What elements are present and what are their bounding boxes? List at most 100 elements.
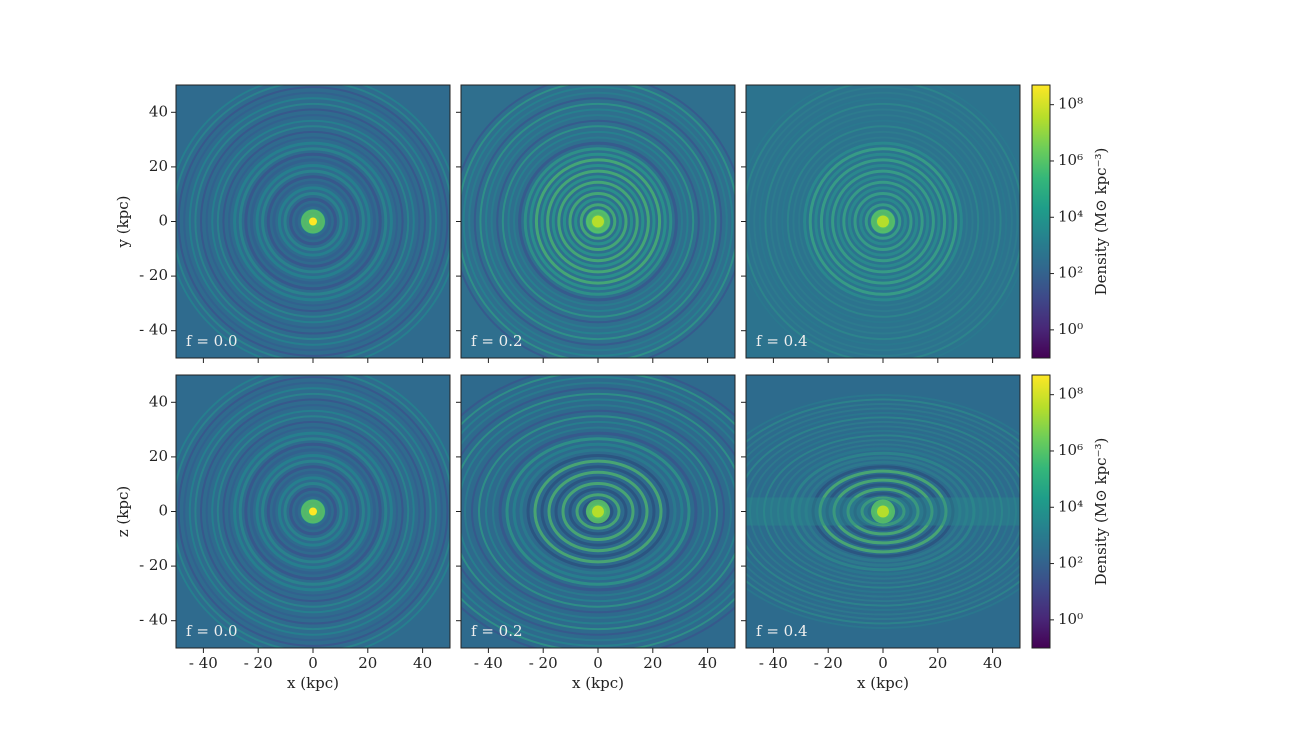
ring bbox=[746, 411, 1020, 612]
ring bbox=[839, 483, 927, 540]
y-tick-label: 0 bbox=[158, 502, 168, 520]
x-tick-label: - 40 bbox=[474, 654, 503, 672]
ring bbox=[783, 447, 983, 576]
ring bbox=[205, 404, 421, 619]
ring bbox=[228, 136, 398, 307]
core bbox=[309, 507, 317, 516]
ring bbox=[777, 443, 989, 580]
ring bbox=[461, 392, 735, 631]
panel-annotation: f = 0.0 bbox=[186, 622, 238, 640]
ring bbox=[753, 91, 1013, 352]
x-tick-label: 40 bbox=[413, 654, 432, 672]
ring bbox=[746, 407, 1020, 616]
heatmap bbox=[461, 375, 735, 648]
core bbox=[592, 505, 604, 518]
ring bbox=[249, 158, 377, 285]
ring bbox=[277, 476, 349, 547]
ring bbox=[294, 203, 332, 240]
ring bbox=[770, 108, 996, 335]
ring bbox=[808, 147, 958, 296]
ring bbox=[194, 392, 432, 631]
ring bbox=[781, 119, 985, 324]
colorbar-tick-label: 10⁰ bbox=[1058, 320, 1083, 338]
y-tick-label: - 40 bbox=[139, 611, 168, 629]
ring bbox=[523, 147, 673, 296]
ring bbox=[853, 192, 913, 251]
ring bbox=[183, 381, 443, 642]
ring bbox=[512, 442, 684, 581]
colorbar-label: Density (M⊙ kpc⁻³) bbox=[1092, 148, 1110, 296]
y-tick-label: 20 bbox=[149, 447, 168, 465]
panel-annotation: f = 0.2 bbox=[471, 622, 523, 640]
ring bbox=[244, 442, 382, 581]
ring bbox=[461, 387, 735, 636]
heatmap bbox=[461, 85, 735, 358]
ring bbox=[847, 186, 919, 257]
ring bbox=[496, 119, 700, 324]
ring bbox=[471, 409, 725, 614]
ring bbox=[786, 125, 980, 318]
ring bbox=[561, 482, 635, 541]
ring bbox=[533, 459, 663, 564]
core bbox=[877, 505, 889, 518]
ring bbox=[746, 398, 1020, 625]
ring bbox=[746, 420, 1020, 603]
ring bbox=[540, 465, 656, 558]
ring bbox=[462, 86, 734, 357]
ring bbox=[853, 492, 913, 531]
x-tick-label: 20 bbox=[928, 654, 947, 672]
ring bbox=[818, 469, 948, 554]
ring bbox=[860, 496, 906, 527]
ring bbox=[574, 197, 622, 246]
heatmap bbox=[746, 375, 1020, 648]
ring bbox=[803, 141, 963, 302]
ring bbox=[461, 381, 735, 642]
x-tick-label: 20 bbox=[643, 654, 662, 672]
core bbox=[877, 215, 889, 228]
ring bbox=[498, 431, 698, 592]
ring bbox=[846, 487, 920, 536]
ring bbox=[836, 175, 930, 268]
ring bbox=[238, 437, 388, 586]
ring bbox=[177, 86, 449, 357]
x-axis-label: x (kpc) bbox=[857, 674, 909, 692]
ring bbox=[211, 409, 415, 614]
ring bbox=[832, 478, 934, 545]
x-axis-label: x (kpc) bbox=[572, 674, 624, 692]
heatmap bbox=[746, 85, 1020, 358]
ring bbox=[244, 152, 382, 291]
ring bbox=[479, 102, 717, 341]
ring bbox=[505, 437, 691, 586]
ring bbox=[811, 465, 955, 558]
ring bbox=[289, 197, 337, 246]
ring bbox=[819, 158, 947, 285]
y-axis-label: y (kpc) bbox=[114, 195, 132, 248]
ring bbox=[579, 203, 617, 240]
ring bbox=[222, 420, 404, 603]
ring bbox=[261, 169, 365, 274]
ring bbox=[518, 141, 678, 302]
ring bbox=[546, 169, 650, 274]
ring bbox=[464, 404, 732, 619]
ring bbox=[547, 470, 649, 553]
ring bbox=[842, 180, 924, 263]
colorbar-tick-label: 10⁸ bbox=[1058, 385, 1083, 403]
x-axis-label: x (kpc) bbox=[287, 674, 339, 692]
y-axis-label: z (kpc) bbox=[114, 486, 132, 537]
ring bbox=[194, 102, 432, 341]
ring bbox=[501, 125, 695, 318]
ring bbox=[758, 97, 1008, 346]
x-tick-label: - 40 bbox=[189, 654, 218, 672]
ring bbox=[764, 102, 1002, 341]
ring bbox=[519, 448, 677, 575]
ring bbox=[825, 164, 941, 279]
ring bbox=[526, 454, 670, 569]
x-tick-label: - 20 bbox=[529, 654, 558, 672]
ring bbox=[749, 425, 1017, 598]
x-tick-label: 0 bbox=[878, 654, 888, 672]
colorbar bbox=[1031, 84, 1051, 359]
ring bbox=[568, 192, 628, 251]
ring bbox=[205, 114, 421, 329]
y-tick-label: - 20 bbox=[139, 266, 168, 284]
